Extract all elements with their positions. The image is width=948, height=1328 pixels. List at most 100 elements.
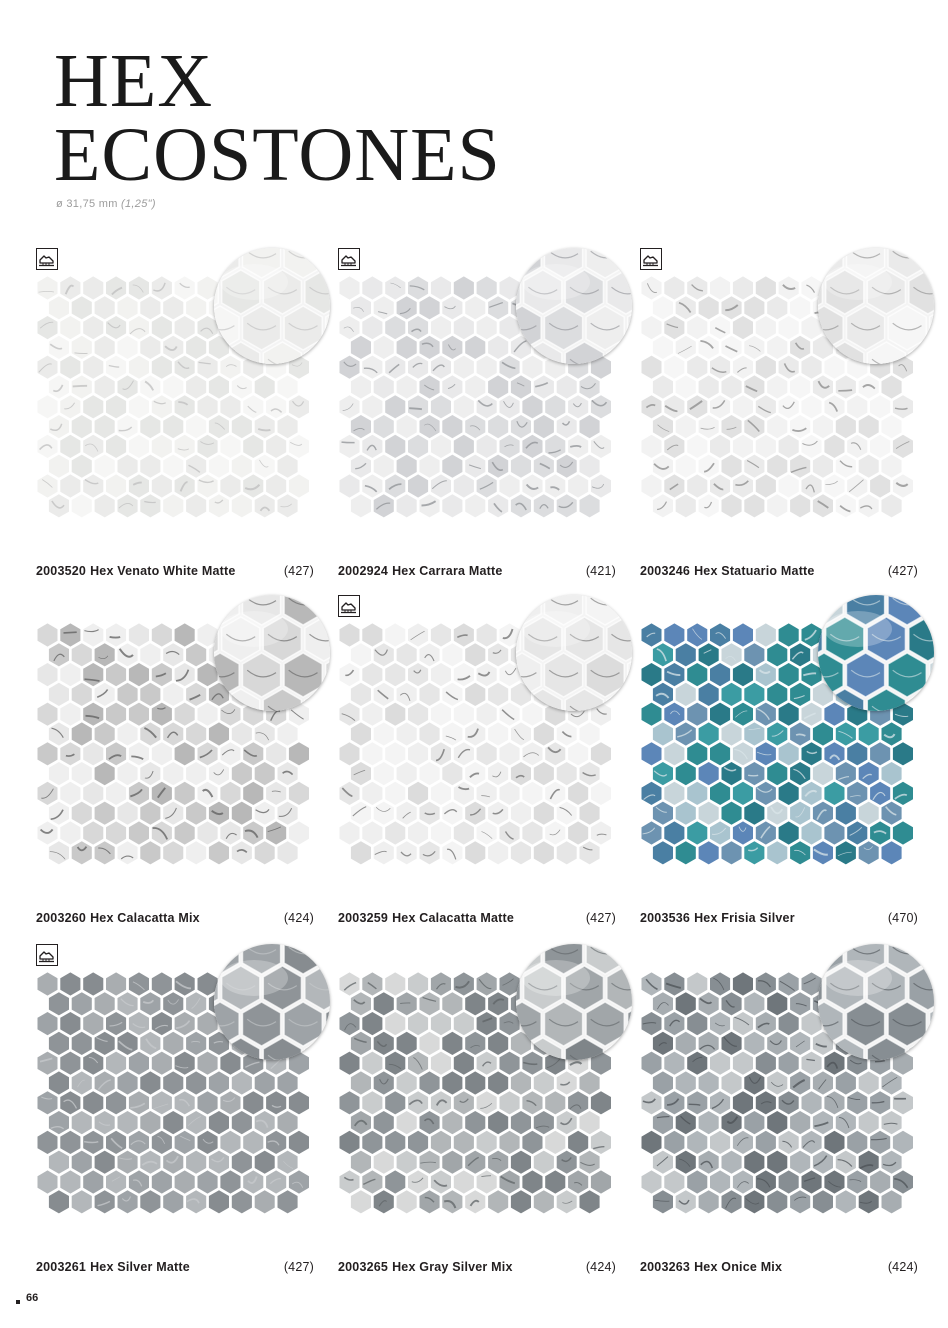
- mosaic-tile: [48, 1031, 69, 1055]
- mosaic-tile: [106, 972, 127, 996]
- mosaic-tile: [94, 494, 115, 518]
- mosaic-tile: [37, 702, 58, 726]
- mosaic-tile: [778, 821, 799, 845]
- mosaic-tile: [835, 841, 856, 865]
- mosaic-tile: [48, 841, 69, 865]
- mosaic-tile: [350, 682, 371, 706]
- mosaic-tile: [778, 1170, 799, 1194]
- mosaic-tile: [288, 474, 309, 498]
- mosaic-tile: [790, 1031, 811, 1055]
- mosaic-tile: [220, 1051, 241, 1075]
- mosaic-tile: [522, 821, 543, 845]
- mosaic-tile: [254, 722, 275, 746]
- zoom-tile: [220, 269, 261, 315]
- mosaic-tile: [767, 335, 788, 359]
- zoom-tile: [543, 305, 584, 351]
- mosaic-tile: [362, 316, 383, 340]
- product-caption: 2003259 Hex Calacatta Matte (427): [338, 911, 616, 925]
- mosaic-tile: [453, 1130, 474, 1154]
- mosaic-tile: [801, 781, 822, 805]
- mosaic-tile: [790, 375, 811, 399]
- mosaic-tile: [277, 415, 298, 439]
- mosaic-tile: [151, 474, 172, 498]
- mosaic-tile: [385, 781, 406, 805]
- mosaic-tile: [687, 1012, 708, 1036]
- mosaic-tile: [698, 296, 719, 320]
- mosaic-tile: [277, 762, 298, 786]
- mosaic-tile: [350, 375, 371, 399]
- mosaic-tile: [163, 801, 184, 825]
- mosaic-tile: [579, 722, 600, 746]
- mosaic-tile: [373, 682, 394, 706]
- product-caption: 2003536 Hex Frisia Silver (470): [640, 911, 918, 925]
- product-tile-count: (421): [585, 564, 616, 578]
- mosaic-tile: [755, 1130, 776, 1154]
- mosaic-tile: [174, 276, 195, 300]
- mosaic-tile: [499, 663, 520, 687]
- mosaic-tile: [277, 841, 298, 865]
- mosaic-tile: [710, 742, 731, 766]
- mosaic-tile: [641, 702, 662, 726]
- mosaic-tile: [94, 992, 115, 1016]
- mosaic-tile: [408, 821, 429, 845]
- mosaic-tile: [442, 296, 463, 320]
- mosaic-tile: [652, 762, 673, 786]
- mosaic-tile: [664, 1091, 685, 1115]
- mosaic-tile: [83, 1130, 104, 1154]
- mosaic-tile: [163, 296, 184, 320]
- mosaic-tile: [128, 781, 149, 805]
- mosaic-tile: [430, 474, 451, 498]
- mosaic-tile: [174, 474, 195, 498]
- mosaic-tile: [801, 395, 822, 419]
- product-tile-count: (427): [283, 564, 314, 578]
- mosaic-tile: [163, 1150, 184, 1174]
- mosaic-tile: [37, 972, 58, 996]
- mosaic-tile: [83, 1012, 104, 1036]
- mosaic-tile: [288, 1170, 309, 1194]
- zoom-tile: [241, 595, 282, 626]
- mosaic-tile: [396, 1071, 417, 1095]
- mosaic-tile: [71, 841, 92, 865]
- mosaic-tile: [396, 1150, 417, 1174]
- mosaic-tile: [892, 1051, 913, 1075]
- mosaic-tile: [350, 454, 371, 478]
- mosaic-tile: [339, 474, 360, 498]
- mosaic-tile: [140, 335, 161, 359]
- zoom-tile: [543, 248, 584, 279]
- mosaic-tile: [824, 434, 845, 458]
- mosaic-tile: [767, 1111, 788, 1135]
- mosaic-tile: [641, 434, 662, 458]
- mosaic-tile: [453, 316, 474, 340]
- mosaic-tile: [568, 821, 589, 845]
- mosaic-tile: [790, 801, 811, 825]
- mosaic-tile: [698, 801, 719, 825]
- mosaic-tile: [499, 395, 520, 419]
- mosaic-tile: [71, 454, 92, 478]
- mosaic-tile: [476, 1091, 497, 1115]
- mosaic-tile: [835, 1150, 856, 1174]
- mosaic-tile: [71, 762, 92, 786]
- mosaic-tile: [465, 841, 486, 865]
- mosaic-tile: [510, 1190, 531, 1214]
- mosaic-tile: [408, 1051, 429, 1075]
- mosaic-tile: [419, 722, 440, 746]
- mosaic-tile: [453, 781, 474, 805]
- mosaic-tile: [664, 276, 685, 300]
- mosaic-tile: [163, 1031, 184, 1055]
- mosaic-tile: [476, 623, 497, 647]
- mosaic-tile: [419, 992, 440, 1016]
- mosaic-tile: [664, 316, 685, 340]
- mosaic-tile: [231, 1071, 252, 1095]
- mosaic-tile: [385, 316, 406, 340]
- mosaic-tile: [117, 801, 138, 825]
- mosaic-tile: [430, 821, 451, 845]
- mosaic-tile: [266, 1130, 287, 1154]
- mosaic-tile: [453, 1012, 474, 1036]
- mosaic-tile: [362, 821, 383, 845]
- mosaic-tile: [675, 454, 696, 478]
- mosaic-tile: [533, 722, 554, 746]
- mosaic-tile: [186, 1190, 207, 1214]
- mosaic-tile: [243, 1091, 264, 1115]
- mosaic-tile: [106, 276, 127, 300]
- mosaic-tile: [812, 454, 833, 478]
